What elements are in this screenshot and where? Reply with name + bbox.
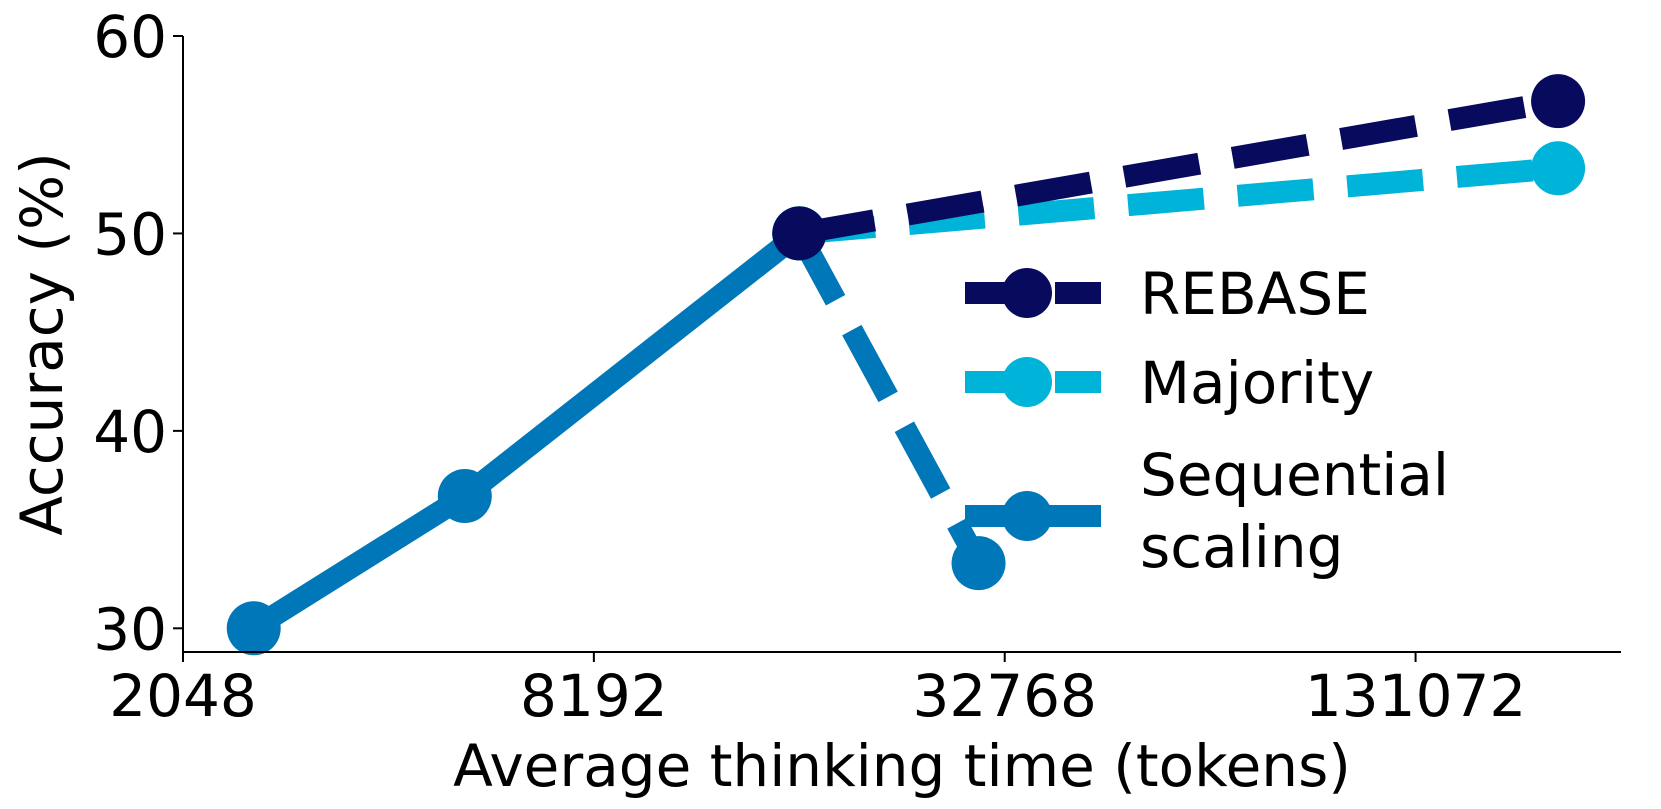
- y-tick-label: 50: [93, 200, 167, 268]
- ticks: 2048 8192 32768 131072 30 40 50 60: [93, 3, 1526, 730]
- rebase-data-point: [1531, 74, 1586, 129]
- y-tick-label: 30: [93, 595, 167, 663]
- rebase-legend-label: REBASE: [1140, 260, 1370, 328]
- majority-data-point: [1531, 141, 1586, 196]
- sequential-scaling-legend-label: Sequential: [1140, 441, 1449, 509]
- rebase-series-line: [797, 90, 1560, 245]
- axes: [182, 36, 1621, 653]
- x-tick-label: 131072: [1305, 662, 1526, 730]
- sequential-scaling-data-point: [437, 469, 492, 524]
- rebase-legend-marker: [1002, 268, 1052, 318]
- y-axis-label: Accuracy (%): [8, 152, 76, 536]
- sequential-scaling-data-point: [226, 601, 281, 656]
- majority-legend-marker: [1002, 357, 1052, 407]
- sequential-scaling-series-line: [247, 224, 807, 638]
- sequential-scaling-legend-marker: [1002, 491, 1052, 541]
- x-tick-label: 8192: [520, 662, 668, 730]
- rebase-data-point: [772, 206, 827, 261]
- series-layer: [226, 74, 1586, 656]
- majority-legend-label: Majority: [1140, 349, 1374, 417]
- x-tick-label: 2048: [109, 662, 257, 730]
- x-tick-label: 32768: [912, 662, 1097, 730]
- sequential-scaling-data-point: [951, 536, 1006, 591]
- y-tick-label: 40: [93, 398, 167, 466]
- majority-series-line: [798, 157, 1560, 245]
- sequential-scaling-series-line: [789, 228, 989, 569]
- sequential-scaling-legend-label: scaling: [1140, 513, 1343, 581]
- x-axis-label: Average thinking time (tokens): [453, 732, 1351, 800]
- y-tick-label: 60: [93, 3, 167, 71]
